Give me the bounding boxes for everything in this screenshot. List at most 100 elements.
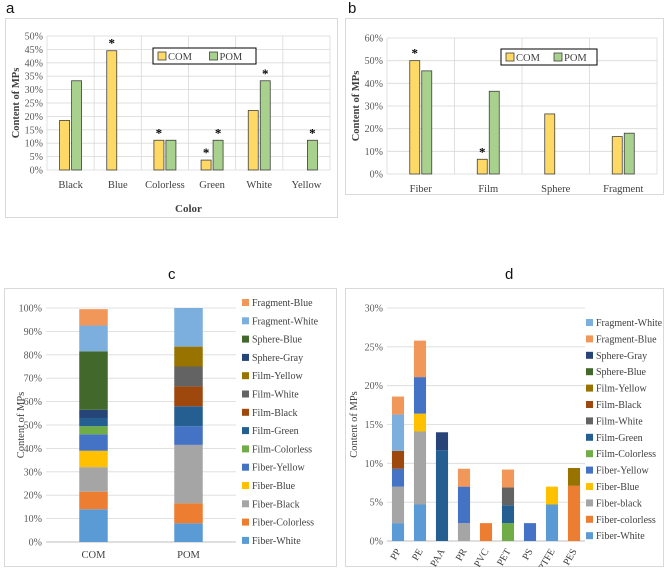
legend-swatch-sphere-blue (242, 335, 249, 343)
legend-swatch-fiber-white (586, 532, 593, 540)
legend-swatch-film-black (242, 408, 249, 416)
bar-segment-fiber-blue-pe (413, 413, 427, 432)
y-tick-label: 80% (24, 350, 42, 361)
y-tick-label: 30% (365, 102, 383, 113)
panel-label-b: b (348, 0, 357, 17)
y-tick-label: 20% (24, 491, 42, 502)
legend-label-fiber-blue: Fiber-Blue (596, 482, 640, 493)
legend-swatch-fragment-blue (586, 335, 593, 343)
bar-segment-film-green-pom (174, 406, 203, 427)
bar-segment-fiber-white-com (79, 509, 108, 542)
bar-segment-film-yellow-pes (567, 467, 581, 486)
bar-segment-fragment-blue-pe (413, 340, 427, 378)
bar-segment-fiber-black-pom (174, 444, 203, 504)
legend-swatch-film-colorless (586, 450, 593, 458)
bar-segment-fiber-blue-ptfe (545, 486, 559, 505)
bar-segment-fragment-white-pom (174, 308, 203, 347)
y-tick-label: 60% (365, 34, 383, 45)
bar-segment-fiber-black-pe (413, 431, 427, 505)
bar-segment-fiber-black-com (79, 467, 108, 492)
chart-panel-a: 0% 5% 10% 15% 20% 25% 30% 35% 40% 45% 50% Black Blue… (5, 18, 338, 218)
legend-label-film-white: Film-White (252, 390, 299, 401)
chart-panel-d: 0%5%10%15%20%25%30%PP PE PAA PR PVC PET PS PTFE… (345, 288, 664, 567)
bar-segment-film-green-com (79, 417, 108, 427)
bar-pom-fragment (623, 132, 635, 175)
bar-pom-colorless (165, 139, 177, 171)
bar-segment-fragment-white-pp (391, 414, 405, 451)
y-tick-label: 50% (25, 32, 43, 43)
legend-label-com: COM (516, 53, 541, 64)
x-tick-label-sphere: Sphere (541, 184, 570, 195)
bar-segment-film-green-pet (501, 505, 515, 524)
panel-label-c: c (168, 266, 176, 283)
legend-label-fragment-blue: Fragment-Blue (252, 298, 313, 309)
x-tick-label-colorless: Colorless (145, 180, 185, 191)
legend-label-fiber-colorless: Fiber-Colorless (252, 518, 314, 529)
significance-star: * (156, 125, 163, 140)
y-tick-label: 0% (370, 537, 383, 548)
legend-swatch-sphere-gray (586, 351, 593, 359)
legend-label-film-white: Film-White (596, 416, 643, 427)
legend-label-film-green: Film-Green (596, 433, 643, 444)
bar-com-colorless (153, 139, 165, 171)
bar-segment-film-black-pp (391, 450, 405, 469)
legend-swatch-pom (209, 51, 218, 61)
y-tick-label: 0% (30, 166, 43, 177)
legend-label-fiber-colorless: Fiber-colorless (596, 515, 656, 526)
bar-segment-fragment-blue-com (79, 309, 108, 326)
bar-com-fragment (611, 136, 623, 175)
significance-star: * (109, 36, 116, 51)
y-axis-title: Content of MPs (349, 391, 360, 458)
legend-label-fragment-white: Fragment-White (252, 316, 319, 327)
y-tick-label: 90% (24, 327, 42, 338)
significance-star: * (309, 125, 316, 140)
legend-swatch-fiber-colorless (586, 515, 593, 523)
y-tick-label: 30% (25, 85, 43, 96)
bar-com-black (59, 120, 70, 171)
legend-label-fiber-black: Fiber-black (596, 498, 642, 509)
bar-com-green (200, 159, 212, 171)
legend-swatch-film-green (242, 427, 249, 435)
legend-label-fiber-black: Fiber-Black (252, 499, 300, 510)
panel-label-d: d (505, 266, 514, 283)
y-tick-label: 0% (370, 170, 383, 181)
y-tick-label: 40% (25, 58, 43, 69)
x-tick-label-fragment: Fragment (603, 184, 643, 195)
x-tick-label-ps: PS (521, 547, 536, 562)
legend-label-film-colorless: Film-Colorless (596, 449, 656, 460)
bar-segment-fiber-yellow-pr (457, 486, 471, 524)
x-tick-label-com: COM (82, 550, 107, 561)
legend-label-film-black: Film-Black (596, 400, 642, 411)
bar-segment-fragment-white-com (79, 325, 108, 352)
x-axis-title: Color (175, 203, 202, 215)
bar-com-fiber (409, 60, 421, 175)
bar-segment-fiber-colorless-pvc (479, 523, 493, 541)
bar-pom-film (488, 90, 500, 175)
significance-star: * (215, 125, 222, 140)
bar-segment-fiber-yellow-pom (174, 426, 203, 445)
legend-swatch-fiber-blue (586, 483, 593, 490)
y-tick-label: 10% (365, 459, 383, 470)
y-tick-label: 25% (25, 99, 43, 110)
chart-panel-c: 0% 10% 20% 30% 40% 50% 60% 70% 80% 90% 100% COM POM C… (4, 288, 337, 567)
chart-border (4, 288, 337, 567)
y-tick-label: 50% (24, 421, 42, 432)
significance-star: * (479, 144, 486, 159)
significance-star: * (262, 66, 269, 81)
legend-label-film-black: Film-Black (252, 408, 298, 419)
y-tick-label: 60% (24, 397, 42, 408)
bar-segment-fiber-white-pp (391, 523, 405, 541)
bar-pom-yellow (307, 139, 318, 171)
legend-label-fiber-yellow: Fiber-Yellow (596, 466, 649, 477)
y-tick-label: 20% (365, 381, 383, 392)
legend-swatch-fiber-black (242, 500, 249, 508)
legend-label-fiber-yellow: Fiber-Yellow (252, 463, 305, 474)
bar-segment-fiber-white-pe (413, 504, 427, 541)
bar-segment-fiber-white-pom (174, 523, 203, 542)
legend-box (500, 48, 598, 66)
bar-segment-film-green-paa (435, 450, 449, 541)
bar-segment-fiber-yellow-pe (413, 377, 427, 414)
chart-border (345, 18, 664, 195)
bar-segment-film-yellow-pom (174, 346, 203, 367)
legend-swatch-fiber-colorless (242, 518, 249, 526)
